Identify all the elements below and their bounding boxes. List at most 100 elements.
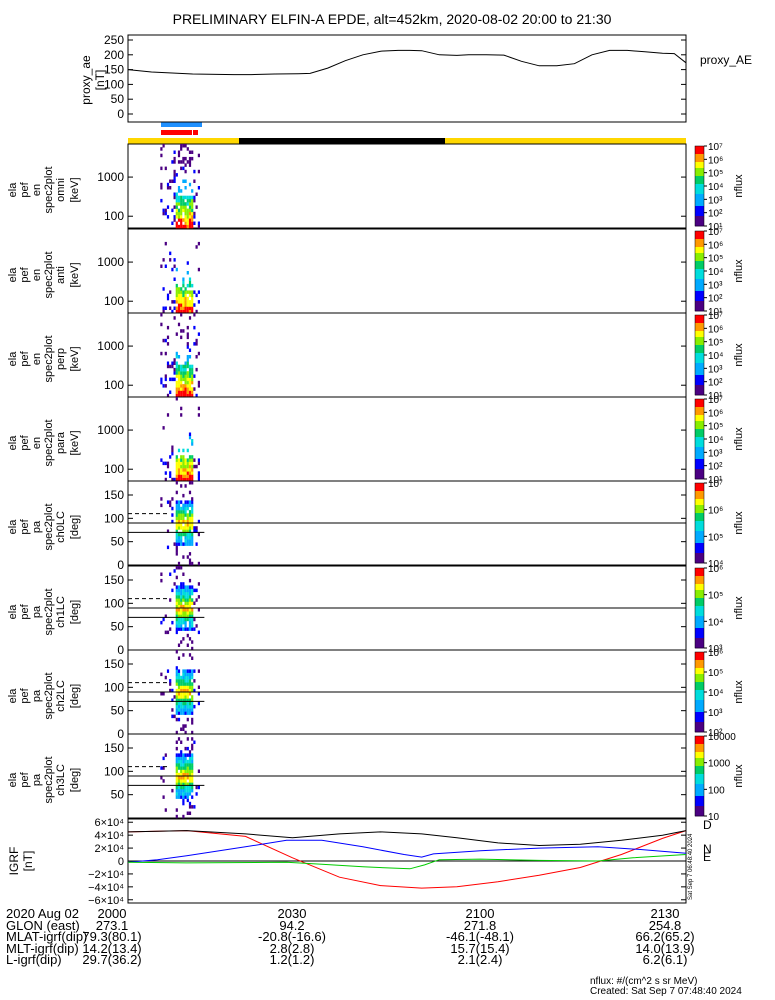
spectrogram-cell: [166, 325, 170, 330]
spectrogram-cell: [182, 679, 185, 683]
spectrogram-cell: [175, 474, 178, 478]
spectrogram-cell: [186, 506, 189, 511]
colorbar-segment: [695, 475, 704, 478]
spectrogram-cell: [186, 782, 189, 786]
colorbar-segment: [695, 214, 704, 217]
spectrogram-cell: [177, 766, 181, 770]
spectrogram-cell: [177, 688, 181, 693]
spectrogram-cell: [180, 384, 183, 388]
spectrogram-cell: [191, 215, 194, 219]
spectrogram-cell: [175, 364, 178, 369]
colorbar-tick-label: 1000: [708, 759, 731, 770]
spectrogram-cell: [193, 704, 196, 709]
colorbar-segment: [695, 361, 704, 364]
spectrogram-cell: [177, 608, 181, 612]
spectrogram-cell: [175, 785, 178, 790]
footer-value: 29.7(36.2): [82, 952, 142, 968]
spectrogram-cell: [175, 481, 178, 485]
spectrogram-cell: [182, 704, 185, 709]
spectrogram-cell: [191, 539, 194, 543]
spectrogram-cell: [186, 224, 189, 229]
spectrogram-cell: [191, 542, 194, 546]
colorbar-segment: [695, 231, 704, 234]
spectrogram-cell: [186, 769, 189, 773]
y-axis-label: ela: [7, 772, 19, 788]
colorbar-segment: [695, 728, 704, 731]
spectrogram-cell: [197, 186, 200, 190]
spectrogram-cell: [182, 611, 185, 615]
spectrogram-cell: [191, 737, 194, 741]
spectrogram-cell: [184, 795, 187, 799]
spectrogram-cell: [186, 448, 189, 453]
spectrogram-cell: [188, 481, 192, 485]
spectrogram-cell: [188, 503, 192, 508]
footer-value: 66.2(65.2): [635, 929, 695, 945]
spectrogram-cell: [197, 519, 200, 524]
colorbar-segment: [695, 303, 704, 306]
spectrogram-cell: [182, 519, 185, 524]
spectrogram-cell: [184, 186, 187, 190]
spectrogram-cell: [184, 682, 187, 686]
spectrogram-cell: [188, 792, 192, 796]
spectrogram-cell: [184, 144, 187, 148]
spectrogram-cell: [191, 202, 194, 206]
spectrogram-cell: [177, 611, 181, 615]
spectrogram-cell: [180, 516, 183, 520]
colorbar-segment: [695, 608, 704, 611]
spectrogram-cell: [164, 241, 167, 246]
spectrogram-cell: [182, 617, 185, 622]
colorbar-segment: [695, 331, 704, 334]
spectrogram-cell: [182, 769, 185, 773]
spectrogram-cell: [177, 367, 181, 372]
colorbar-segment: [695, 257, 704, 260]
spectrogram-cell: [191, 776, 194, 780]
spectrogram-cell: [166, 215, 170, 219]
spectrogram-cell: [182, 669, 185, 673]
spectrogram-cell: [162, 258, 165, 262]
colorbar-segment: [695, 706, 704, 709]
colorbar-tick-label: 10⁶: [708, 506, 723, 517]
spectrogram-cell: [175, 468, 178, 472]
y-tick-label: 0: [117, 558, 124, 572]
colorbar-segment: [695, 696, 704, 699]
colorbar-segment: [695, 543, 704, 546]
spectrogram-cell: [180, 608, 183, 612]
spectrogram-cell: [169, 306, 172, 310]
footer-value: -46.1(-48.1): [446, 929, 514, 945]
spectrogram-cell: [188, 782, 192, 786]
spectrogram-cell: [186, 685, 189, 689]
spectrogram-cell: [177, 643, 181, 647]
colorbar-segment: [695, 202, 704, 205]
spectrogram-cell: [188, 805, 192, 809]
spectrogram-cell: [175, 788, 178, 793]
colorbar-segment: [695, 180, 704, 183]
colorbar-segment: [695, 247, 704, 250]
footer-value: 6.2(6.1): [642, 952, 688, 968]
status-bars: [128, 122, 686, 144]
spectrogram-cell: [182, 627, 185, 631]
spectrogram-cell: [162, 338, 165, 343]
colorbar-segment: [695, 513, 704, 516]
spectrogram-cell: [188, 608, 192, 612]
spectrogram-cell: [188, 300, 192, 304]
spectrogram-cell: [175, 351, 178, 356]
spectrogram-cell: [177, 503, 181, 508]
spectrogram-cell: [177, 763, 181, 767]
colorbar-segment: [695, 329, 704, 332]
spectrogram-cell: [182, 701, 185, 706]
colorbar-segment: [695, 578, 704, 581]
spectrogram-cell: [173, 195, 176, 200]
y-tick-label: 250: [104, 33, 124, 47]
spectrogram-cell: [175, 208, 178, 213]
spectrogram-cell: [177, 500, 181, 504]
spectrogram-cell: [197, 785, 200, 790]
colorbar-segment: [695, 638, 704, 641]
colorbar-segment: [695, 237, 704, 240]
y-tick-label: 100: [104, 511, 124, 525]
spectrogram-cell: [186, 763, 189, 767]
colorbar-segment: [695, 698, 704, 701]
spectrogram-cell: [180, 374, 183, 378]
spectrogram-cell: [182, 393, 185, 398]
colorbar-segment: [695, 814, 704, 817]
